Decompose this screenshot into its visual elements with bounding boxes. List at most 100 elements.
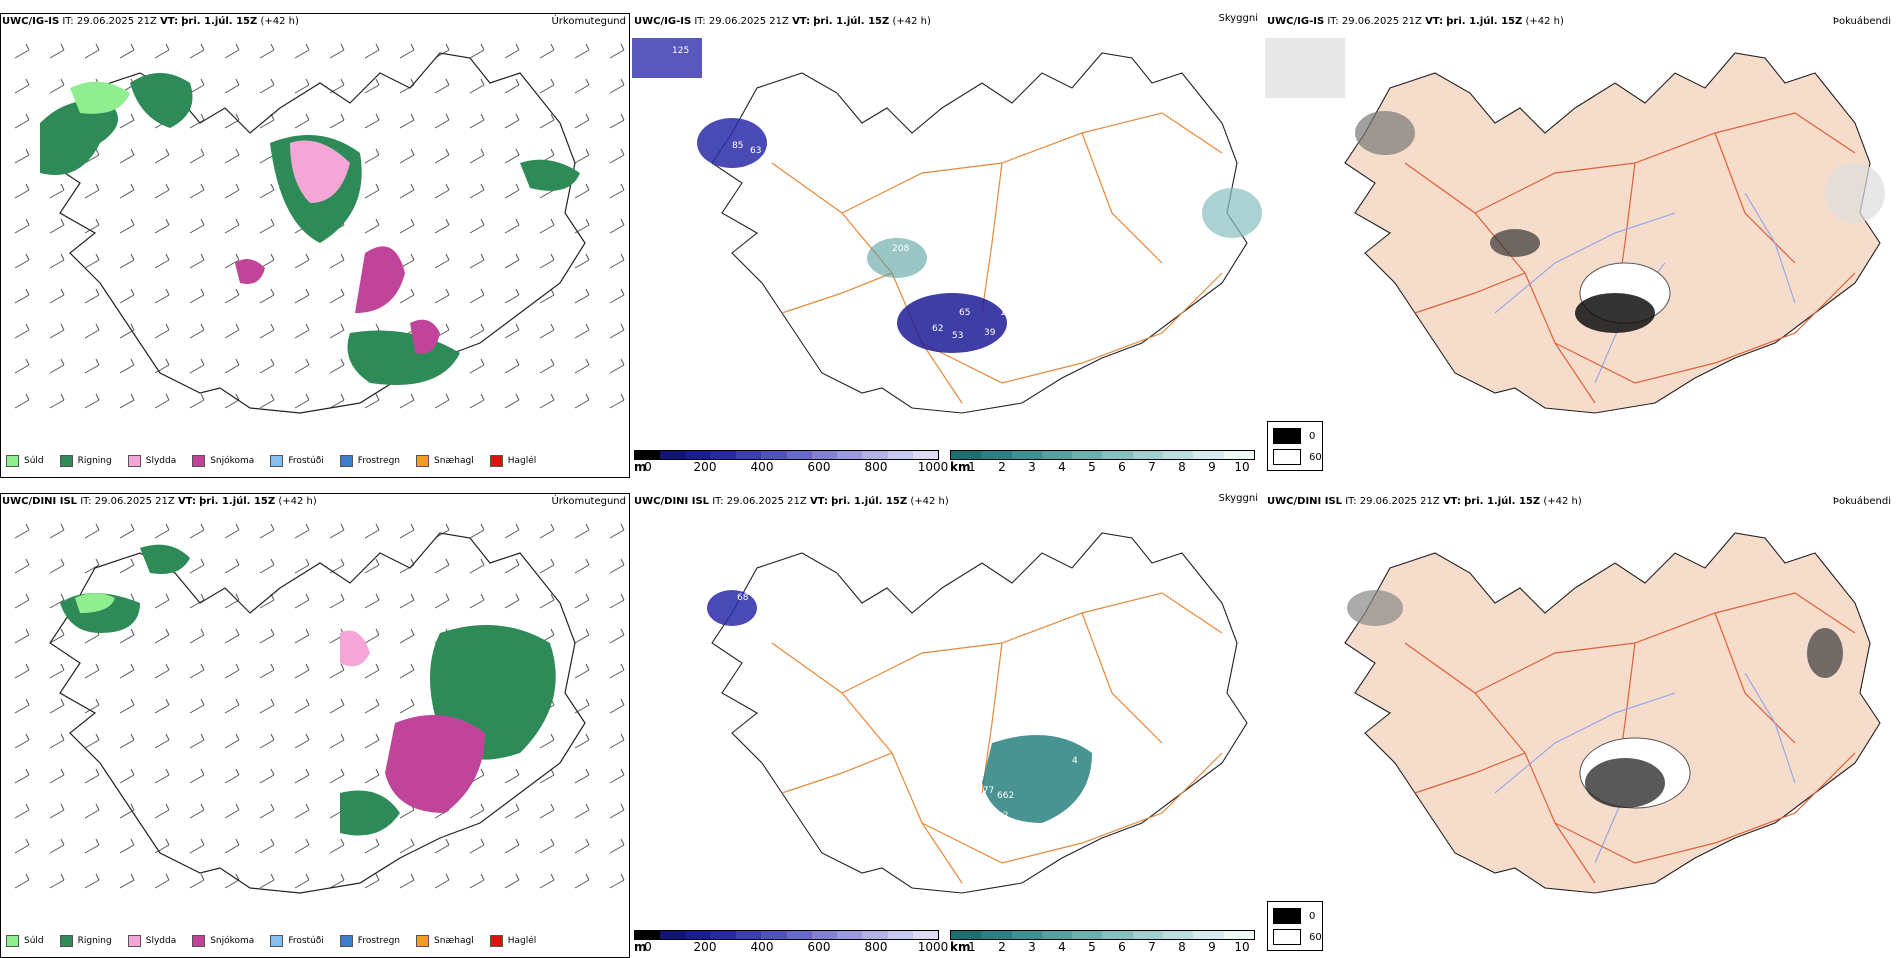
panel-header: UWC/IG-IS IT: 29.06.2025 21Z VT: þri. 1.… [634,16,931,27]
rain-area [347,330,460,385]
wind-barb [574,593,590,609]
legend-label: Frostregn [357,456,401,466]
wind-barb [154,698,170,714]
precip-areas [40,73,580,385]
map-line [1494,212,1676,314]
precip-type-map [14,43,625,414]
wind-barb [189,323,205,339]
map-line [1081,132,1163,264]
fog-area [1575,293,1655,333]
wind-barb [574,288,590,304]
wind-barb [539,523,555,539]
wind-barb [224,628,240,644]
wind-barb [119,183,135,199]
wind-barb [189,393,205,409]
wind-barb [119,148,135,164]
colorbar-cell [710,931,736,939]
wind-barb [294,873,310,889]
iceland-coastline [1344,532,1881,894]
wind-barb [504,873,520,889]
wind-barb [364,183,380,199]
wind-barb [259,768,275,784]
legend-item: Frostregn [339,935,400,947]
wind-barb [259,358,275,374]
wind-barb [469,148,485,164]
wind-barb [539,873,555,889]
wind-barb [259,393,275,409]
wind-barb [14,873,30,889]
wind-barb [329,323,345,339]
wind-barb [84,253,100,269]
wind-barb [259,873,275,889]
legend-item: Frostregn [339,455,401,467]
wind-barb [224,78,240,94]
wind-barb [259,218,275,234]
wind-barb [329,838,345,854]
legend-swatch [270,455,284,467]
wind-barb [294,43,310,59]
low-ceiling-area [707,590,757,626]
wind-barb [469,218,485,234]
panel-header: UWC/IG-IS IT: 29.06.2025 21Z VT: þri. 1.… [1267,16,1564,27]
wind-barb [119,113,135,129]
wind-barb [504,253,520,269]
colorbar-tick: 2 [998,940,1006,954]
colorbar-cell [786,931,812,939]
colorbar-tick: 7 [1148,940,1156,954]
wind-barb [504,523,520,539]
sleet-area [340,630,370,667]
wind-barb [329,113,345,129]
wind-barb [399,663,415,679]
wind-barb [294,628,310,644]
wind-barb [49,183,65,199]
wind-barb [399,523,415,539]
wind-barb [434,113,450,129]
legend-item: Haglél [489,935,536,947]
legend-label: Súld [24,936,44,946]
wind-barb [189,838,205,854]
legend-swatch [59,455,73,467]
wind-barb [434,218,450,234]
colorbar-cell [1223,931,1254,939]
wind-barb [224,218,240,234]
wind-barb [364,663,380,679]
wind-barb [14,288,30,304]
road-network [1404,592,1856,884]
wind-barb [329,663,345,679]
fog-map [1344,532,1881,894]
wind-barb [574,733,590,749]
colorbar-cell [685,931,711,939]
wind-barb [189,733,205,749]
visibility-panel-dini: 68 840 57 577 662 12 75 4 UWC/DINI ISL IT: 29.0… [632,493,1262,958]
wind-barb [14,183,30,199]
wind-barb [574,253,590,269]
legend-item: Súld [6,935,44,947]
wind-barb [504,113,520,129]
colorbar-cell [912,931,938,939]
wind-barb [224,768,240,784]
legend-swatch [416,455,430,467]
wind-barb [434,873,450,889]
legend-swatch [339,455,353,467]
map-line [1554,752,1856,864]
iceland-coastline [49,52,586,414]
wind-barb [259,323,275,339]
wind-barb [574,523,590,539]
wind-barb [189,873,205,889]
colorbar-tick: 200 [693,940,717,954]
wind-barb [609,558,625,574]
wind-barb [224,698,240,714]
panel-title: Þokuábendi [1832,16,1891,27]
fog-panel-igis: UWC/IG-IS IT: 29.06.2025 21Z VT: þri. 1.… [1265,13,1895,478]
colorbar-tick: 3 [1028,940,1036,954]
wind-barb [224,288,240,304]
colorbar-tick: 400 [750,460,774,474]
colorbar-tick: 4 [1058,940,1066,954]
low-ceiling-area [632,38,702,78]
map-line [921,272,1223,384]
value-label: 4 [1072,756,1078,766]
colorbar-cell [1072,931,1103,939]
visibility-map: 68 840 57 577 662 12 75 4 [707,532,1248,894]
wind-barb [84,358,100,374]
wind-barb [119,768,135,784]
